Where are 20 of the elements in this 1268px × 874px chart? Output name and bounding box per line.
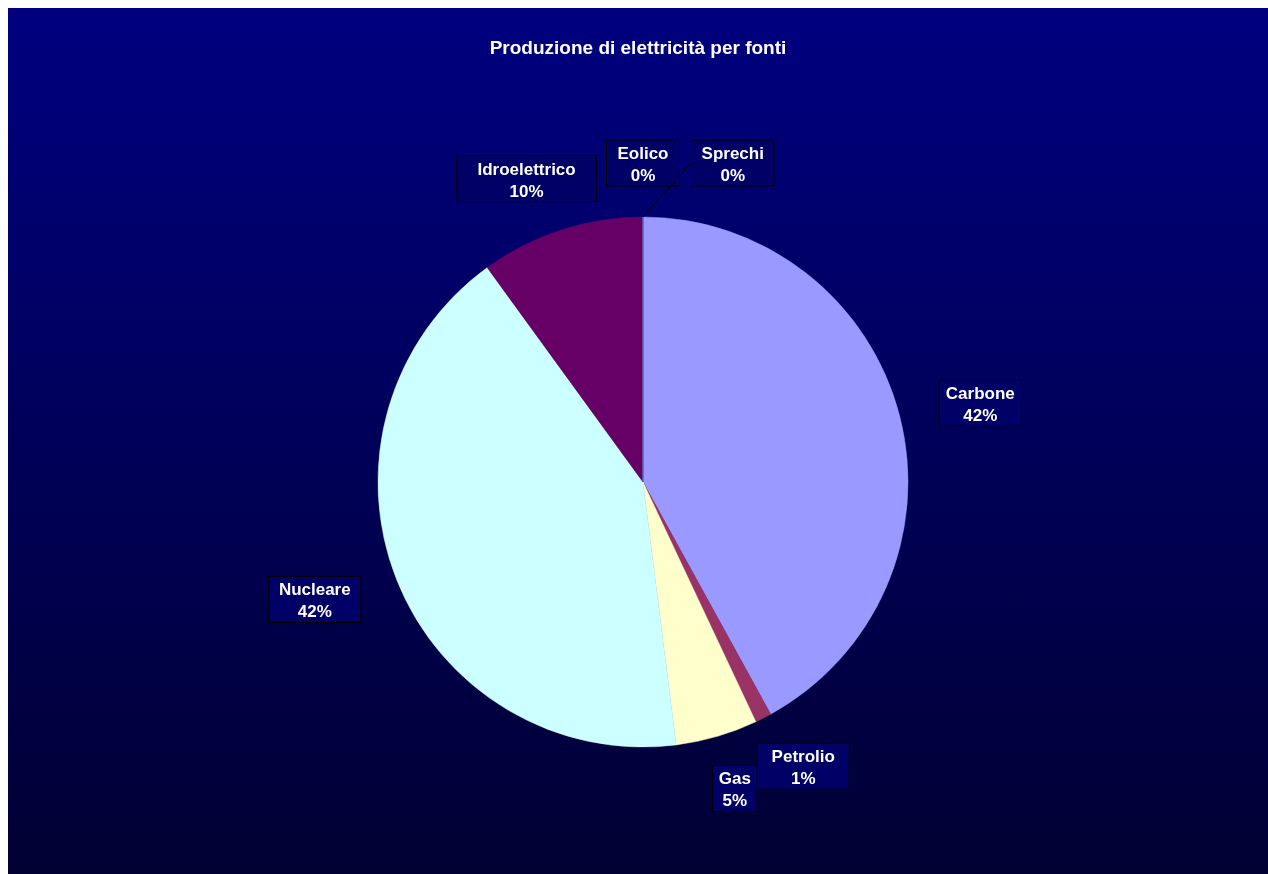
slice-label: Nucleare (278, 580, 351, 600)
pie-slice (642, 216, 908, 715)
slice-label: Petrolio (771, 747, 835, 767)
slice-label: Gas (718, 769, 751, 789)
category-label: Sprechi (701, 144, 764, 163)
data-label: 42% (297, 602, 332, 622)
chart-title: Produzione di elettricità per fonti (489, 37, 787, 58)
slice-label: Carbone (945, 383, 1015, 403)
data-label: 42% (963, 405, 998, 425)
text: 0% (720, 166, 746, 185)
pie-slice (378, 267, 677, 748)
text: 0% (630, 166, 656, 185)
slice-label: Idroelettrico (477, 159, 576, 179)
pie-slice (642, 481, 771, 723)
pie-slice (642, 481, 757, 746)
data-label: 10% (509, 181, 544, 201)
category-label: Eolico (617, 144, 669, 163)
pie-slice (486, 216, 644, 483)
data-label: 1% (790, 769, 816, 789)
data-label: 5% (722, 791, 748, 811)
